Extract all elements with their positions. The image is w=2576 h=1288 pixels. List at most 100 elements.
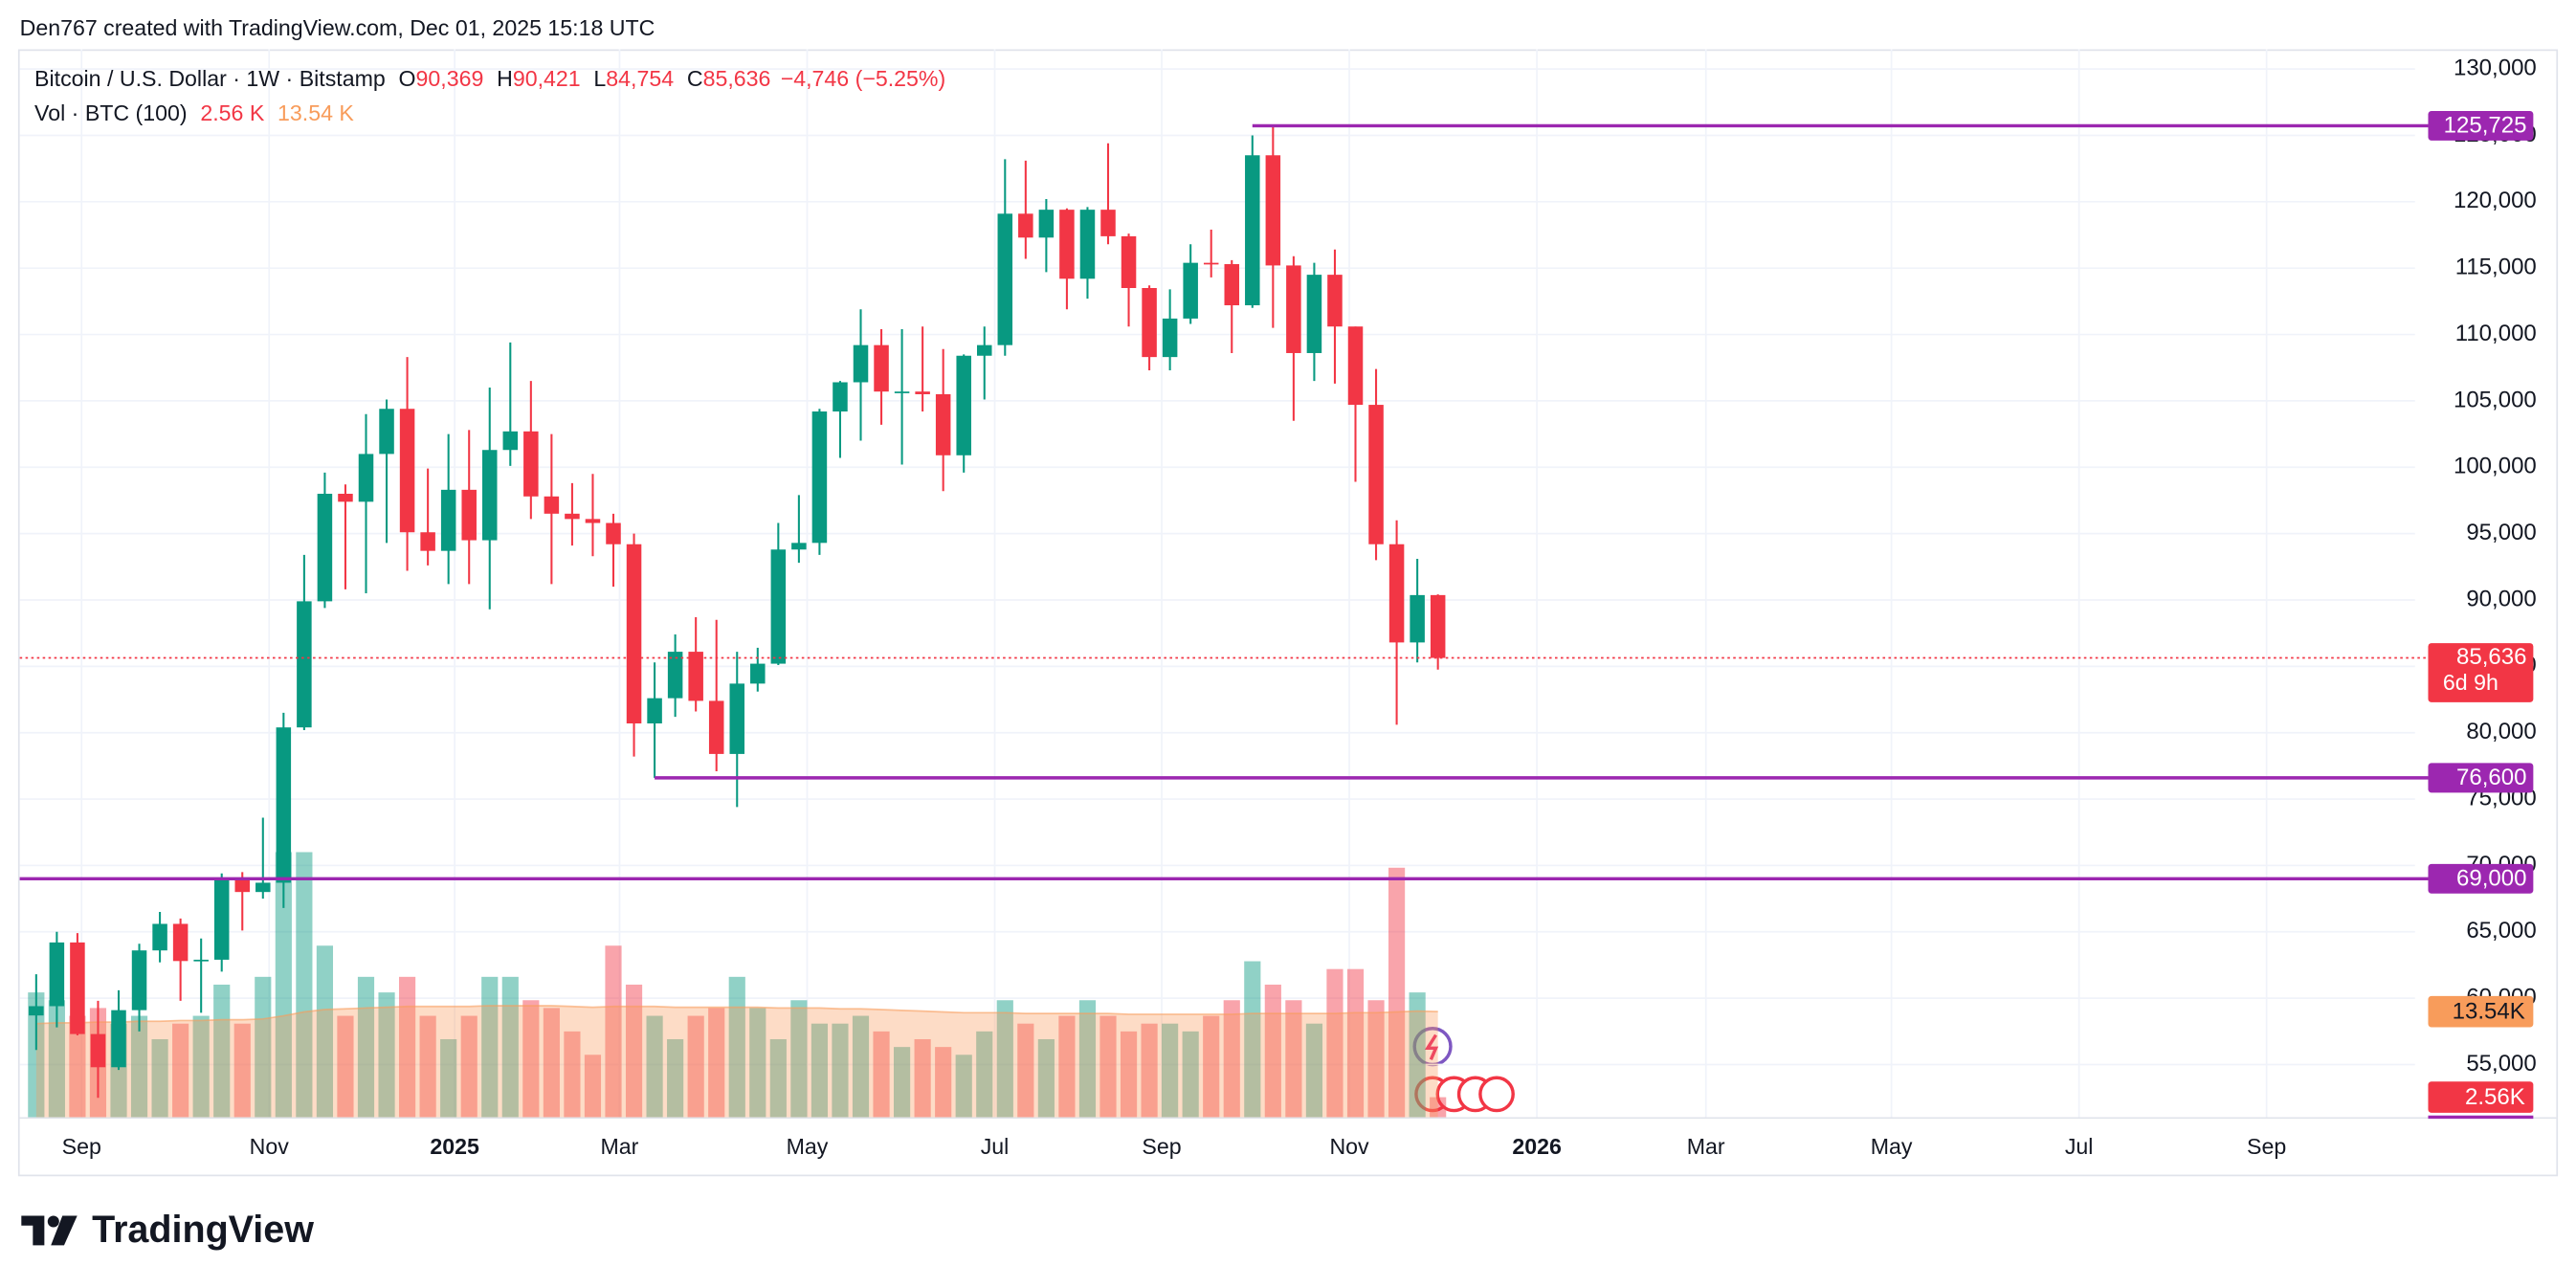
- candle-body: [234, 878, 251, 893]
- legend-key: C: [687, 66, 703, 91]
- candle-body: [1430, 594, 1446, 658]
- legend-key: O: [399, 66, 416, 91]
- volume-bar: [667, 1038, 684, 1118]
- volume-bar: [1346, 968, 1365, 1118]
- volume-bar: [564, 1031, 581, 1118]
- y-tick-label: 115,000: [2455, 255, 2537, 280]
- candle-body: [502, 431, 519, 451]
- volume-bar: [914, 1038, 931, 1118]
- volume-bar: [852, 1015, 870, 1118]
- candle-body: [1265, 155, 1281, 266]
- legend-value: 85,636: [703, 66, 771, 91]
- volume-bar: [1078, 1000, 1097, 1118]
- countdown-label: 6d 9h: [2443, 670, 2498, 695]
- candle-body: [440, 489, 456, 551]
- candle-body: [1368, 405, 1384, 544]
- candle-body: [833, 382, 848, 412]
- volume-bar: [1058, 1015, 1076, 1118]
- candle-body: [935, 393, 951, 455]
- price-tag-label: 125,725: [2444, 113, 2527, 139]
- volume-bar: [996, 1000, 1013, 1118]
- volume-bar: [935, 1047, 952, 1118]
- volume-bar: [522, 1000, 540, 1118]
- candle-body: [1347, 326, 1364, 406]
- candle-body: [1079, 210, 1096, 279]
- candle-body: [1121, 235, 1137, 288]
- flag-icon: [1478, 1076, 1515, 1113]
- x-tick-label: Jul: [981, 1134, 1010, 1159]
- candle-body: [90, 1033, 106, 1068]
- candle-body: [255, 882, 271, 893]
- x-tick-label: Sep: [2247, 1134, 2286, 1159]
- y-tick-label: 80,000: [2466, 719, 2536, 744]
- candle-body: [565, 513, 580, 520]
- candle-body: [1245, 155, 1260, 306]
- candle-body: [811, 411, 828, 544]
- y-tick-label: 55,000: [2466, 1051, 2536, 1077]
- y-tick-label: 95,000: [2466, 520, 2536, 545]
- candle-body: [1286, 265, 1301, 353]
- candle-body: [1142, 287, 1157, 358]
- volume-bar: [1367, 1000, 1385, 1118]
- volume-bar: [1223, 1000, 1240, 1118]
- volume-bar: [48, 1000, 65, 1118]
- candle-body: [544, 496, 560, 514]
- volume-bar: [687, 1015, 704, 1118]
- logo-bar: [21, 1215, 45, 1246]
- logo-dot: [47, 1215, 59, 1228]
- x-tick-label: Nov: [1329, 1134, 1369, 1159]
- legend-change: −4,746 (−5.25%): [781, 66, 946, 91]
- candle-body: [585, 519, 601, 523]
- volume-bar: [460, 1015, 477, 1118]
- legend-key: H: [497, 66, 513, 91]
- legend-value: 84,754: [606, 66, 674, 91]
- candle-body: [729, 683, 745, 754]
- candle-body: [626, 544, 642, 724]
- candle-body: [297, 601, 312, 728]
- candle-body: [358, 454, 374, 502]
- volume-tag: [2428, 995, 2534, 1028]
- volume-bar: [1409, 992, 1426, 1118]
- y-tick-label: 90,000: [2466, 586, 2536, 611]
- candle-body: [1388, 544, 1405, 643]
- volume-bar: [749, 1008, 766, 1118]
- volume-tag-label: 2.56K: [2465, 1084, 2525, 1110]
- candle-body: [688, 652, 703, 701]
- candle-body: [317, 494, 333, 602]
- volume-bar: [192, 1015, 210, 1118]
- candle-body: [1183, 262, 1198, 319]
- y-tick-label: 65,000: [2466, 918, 2536, 944]
- legend-title: Bitcoin / U.S. Dollar · 1W · Bitstamp: [34, 66, 386, 91]
- candle-body: [1327, 275, 1343, 327]
- volume-bar: [1162, 1023, 1179, 1118]
- candle-body: [750, 663, 766, 684]
- candle-body: [152, 923, 167, 951]
- volume-bar: [873, 1031, 890, 1118]
- volume-bar: [584, 1055, 602, 1118]
- candle-body: [276, 727, 292, 883]
- volume-bar: [894, 1047, 911, 1118]
- candle-body: [111, 1010, 126, 1068]
- volume-bar: [172, 1023, 189, 1118]
- volume-bar: [501, 976, 519, 1118]
- volume-bar: [1120, 1031, 1138, 1118]
- volume-ma-area: [35, 1005, 1438, 1118]
- candle-body: [853, 344, 869, 383]
- volume-bar: [708, 1008, 725, 1118]
- x-tick-label: May: [787, 1134, 829, 1159]
- y-tick-label: 110,000: [2455, 321, 2537, 346]
- volume-bar: [811, 1023, 829, 1118]
- x-tick-label: 2025: [430, 1134, 479, 1159]
- volume-bar: [1326, 968, 1344, 1118]
- volume-legend-line: Vol · BTC (100) 2.56 K 13.54 K: [34, 100, 354, 125]
- y-tick-label: 100,000: [2454, 454, 2537, 479]
- brand-name: TradingView: [92, 1209, 314, 1251]
- volume-bar: [976, 1031, 993, 1118]
- volume-bar: [646, 1015, 663, 1118]
- candle-body: [193, 959, 209, 962]
- candle-body: [1059, 210, 1075, 279]
- volume-legend-value: 13.54 K: [278, 100, 354, 125]
- volume-bar: [213, 984, 231, 1118]
